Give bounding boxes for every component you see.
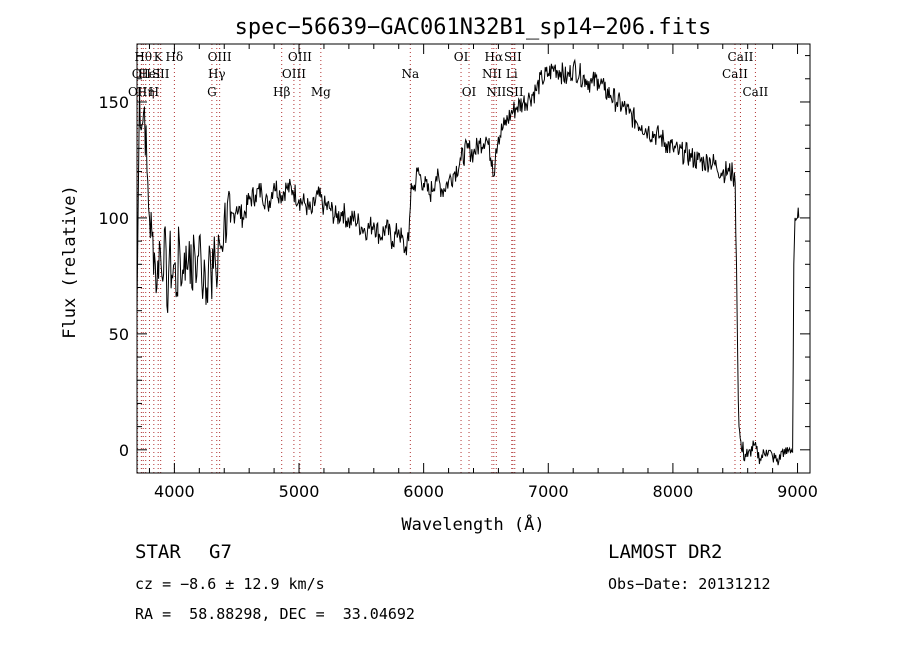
redshift-velocity: cz = −8.6 ± 12.9 km/s bbox=[135, 575, 325, 593]
line-label-13: OIII bbox=[282, 67, 306, 81]
line-label-6: K bbox=[154, 50, 164, 64]
x-tick-label: 7000 bbox=[528, 482, 569, 501]
line-label-2: Hθ bbox=[134, 50, 152, 64]
line-label-7: SII bbox=[152, 67, 170, 81]
plot-frame bbox=[136, 43, 811, 474]
line-label-11: OIII bbox=[208, 50, 232, 64]
spectral-line-markers: OIIOIIHθHηHeIHKSIIHδGHγOIIIHβOIIIOIIIMgN… bbox=[128, 44, 769, 473]
object-subclass: G7 bbox=[209, 541, 232, 563]
line-label-0: OII bbox=[128, 85, 148, 99]
line-label-14: OIII bbox=[288, 50, 312, 64]
line-label-21: NII bbox=[486, 85, 506, 99]
y-tick-label: 50 bbox=[109, 325, 129, 344]
coordinates: RA = 58.88298, DEC = 33.04692 bbox=[135, 605, 415, 623]
object-class: STAR bbox=[135, 541, 181, 563]
line-label-3: Hη bbox=[137, 85, 155, 99]
line-label-12: Hβ bbox=[273, 85, 290, 99]
y-tick-label: 100 bbox=[98, 209, 129, 228]
x-axis-label: Wavelength (Å) bbox=[401, 513, 544, 535]
line-label-17: OI bbox=[454, 50, 469, 64]
y-tick-label: 0 bbox=[119, 441, 129, 460]
line-label-22: Li bbox=[506, 67, 518, 81]
spectrum-line bbox=[136, 58, 800, 466]
axis-ticks: 4000 5000 6000 7000 8000 9000 0 50 100 150 bbox=[98, 44, 818, 501]
line-label-16: Na bbox=[401, 67, 419, 81]
line-label-19: NII bbox=[482, 67, 502, 81]
chart-title: spec−56639−GAC061N32B1_sp14−206.fits bbox=[235, 15, 712, 40]
x-tick-label: 9000 bbox=[777, 482, 818, 501]
x-tick-label: 8000 bbox=[653, 482, 694, 501]
line-label-26: CaII bbox=[728, 50, 754, 64]
line-label-4: HeI bbox=[138, 67, 161, 81]
line-label-10: Hγ bbox=[208, 67, 226, 81]
line-label-9: G bbox=[207, 85, 217, 99]
line-label-24: SII bbox=[506, 85, 524, 99]
line-label-23: SII bbox=[504, 50, 522, 64]
y-axis-label: Flux (relative) bbox=[60, 185, 80, 339]
line-label-27: CaII bbox=[742, 85, 768, 99]
line-label-5: H bbox=[149, 85, 159, 99]
observation-date: Obs−Date: 20131212 bbox=[608, 575, 771, 593]
y-tick-label: 150 bbox=[98, 93, 129, 112]
line-label-25: CaII bbox=[722, 67, 748, 81]
line-label-18: OI bbox=[462, 85, 477, 99]
line-label-20: Hα bbox=[485, 50, 504, 64]
line-label-15: Mg bbox=[311, 85, 331, 99]
survey-name: LAMOST DR2 bbox=[608, 541, 723, 563]
line-label-8: Hδ bbox=[166, 50, 184, 64]
x-tick-label: 6000 bbox=[403, 482, 444, 501]
spectrum-curve bbox=[136, 58, 800, 466]
x-tick-label: 4000 bbox=[154, 482, 195, 501]
x-tick-label: 5000 bbox=[279, 482, 320, 501]
